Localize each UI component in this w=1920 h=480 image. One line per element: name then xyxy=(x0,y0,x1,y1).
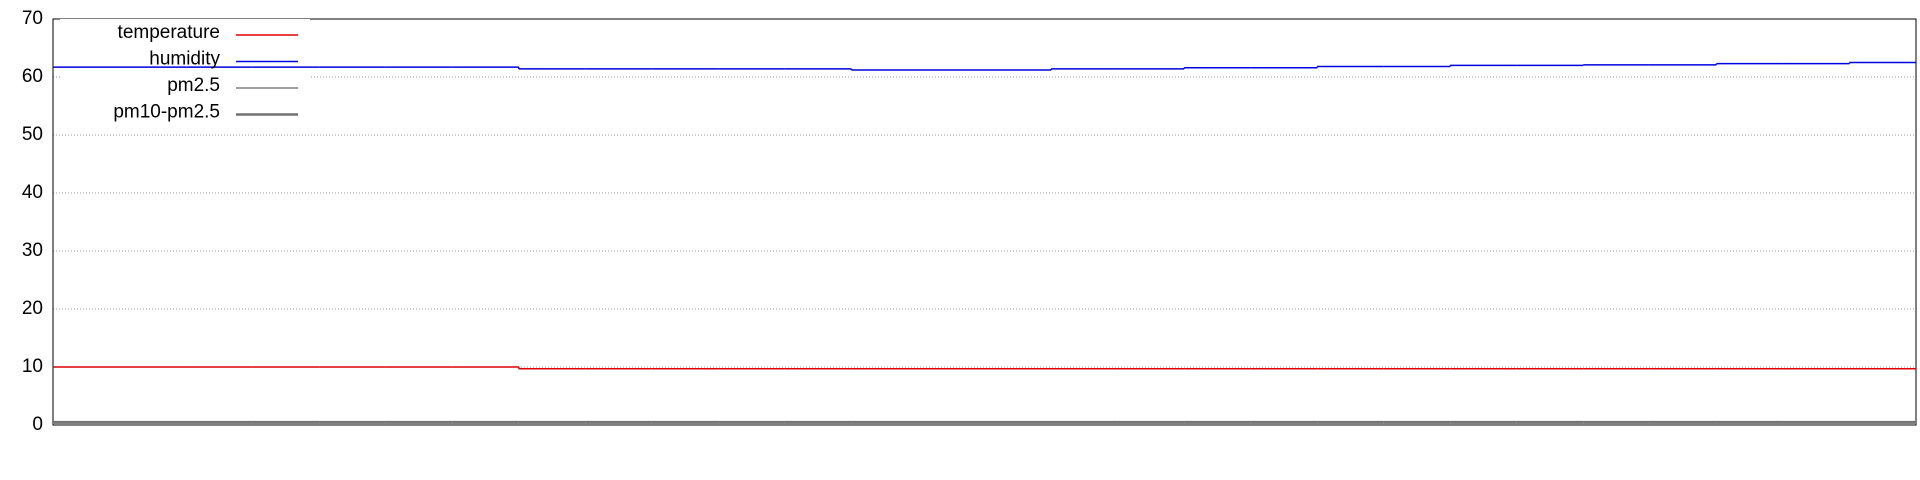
y-tick-label: 20 xyxy=(22,298,43,319)
y-tick-label: 30 xyxy=(22,240,43,261)
plot-frame xyxy=(52,18,1917,426)
legend-box xyxy=(60,19,310,129)
y-tick-label: 70 xyxy=(22,8,43,29)
y-tick-label: 50 xyxy=(22,124,43,145)
y-tick-label: 0 xyxy=(32,414,43,435)
y-tick-label: 40 xyxy=(22,182,43,203)
legend-label: temperature xyxy=(118,22,220,43)
y-tick-label: 60 xyxy=(22,66,43,87)
y-tick-label: 10 xyxy=(22,356,43,377)
legend-label: humidity xyxy=(149,49,220,70)
legend-label: pm10-pm2.5 xyxy=(113,102,220,123)
legend-label: pm2.5 xyxy=(167,75,220,96)
